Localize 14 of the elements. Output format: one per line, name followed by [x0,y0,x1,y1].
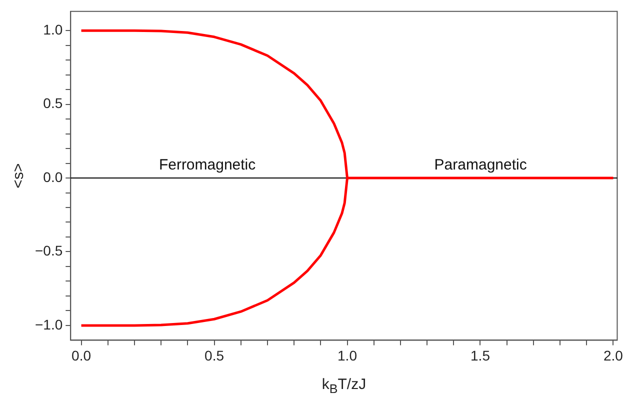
x-axis-title: k$_{B}$T/zJ [322,376,366,396]
x-tick-label: 2.0 [604,347,624,364]
y-tick-label: −0.5 [34,242,63,259]
annotation: Paramagnetic [434,156,528,174]
x-tick-label: 0.0 [72,347,92,364]
x-tick-label: 1.0 [338,347,358,364]
y-axis-title: <s> [10,163,28,188]
y-tick-label: −1.0 [34,316,63,332]
x-tick-label: 0.5 [204,347,224,364]
y-tick-label: 1.0 [43,21,63,38]
y-tick-label: 0.5 [43,95,63,112]
annotation: Ferromagnetic [158,156,256,174]
x-tick-label: 1.5 [470,347,490,364]
y-tick-label: 0.0 [43,168,63,185]
